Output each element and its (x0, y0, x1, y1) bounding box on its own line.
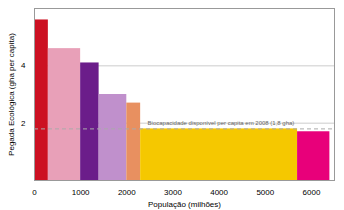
svg-text:5000: 5000 (256, 188, 274, 197)
svg-text:0: 0 (32, 188, 37, 197)
svg-text:1000: 1000 (72, 188, 90, 197)
svg-text:4: 4 (21, 61, 26, 70)
svg-text:População (milhões): População (milhões) (148, 200, 221, 209)
svg-text:2: 2 (21, 119, 26, 128)
svg-text:3000: 3000 (164, 188, 182, 197)
svg-text:Biocapacidade disponível per c: Biocapacidade disponível per capita em 2… (148, 120, 295, 126)
svg-text:4000: 4000 (210, 188, 228, 197)
svg-text:2000: 2000 (118, 188, 136, 197)
svg-text:Pegada Ecológica (gha per capi: Pegada Ecológica (gha per capita) (7, 33, 16, 156)
svg-text:6000: 6000 (303, 188, 321, 197)
